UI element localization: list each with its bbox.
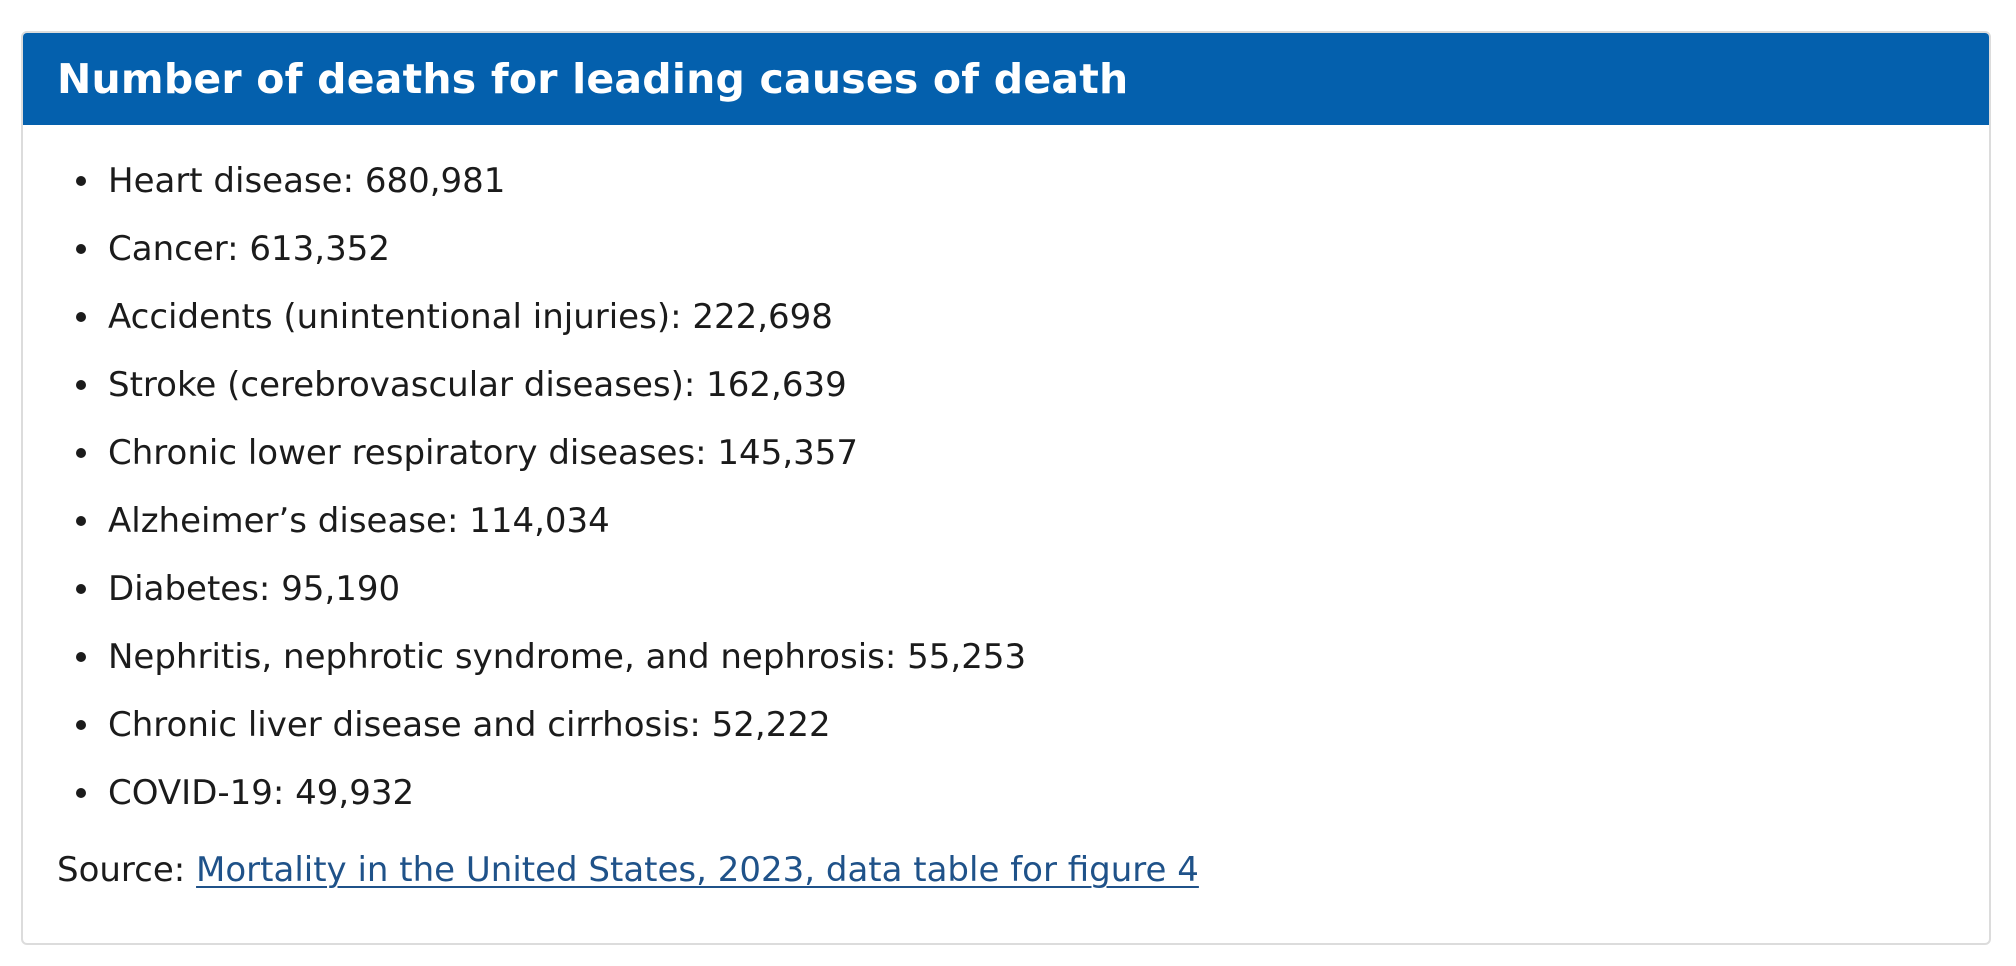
bullet-icon: [76, 176, 86, 186]
causes-list: Heart disease: 680,981 Cancer: 613,352 A…: [57, 147, 1989, 827]
list-item-text: Stroke (cerebrovascular diseases): 162,6…: [108, 365, 847, 405]
bullet-icon: [76, 652, 86, 662]
card-title: Number of deaths for leading causes of d…: [57, 55, 1129, 103]
list-item: Chronic liver disease and cirrhosis: 52,…: [57, 691, 1989, 759]
card-header: Number of deaths for leading causes of d…: [23, 33, 1989, 125]
list-item-text: Chronic liver disease and cirrhosis: 52,…: [108, 705, 831, 745]
list-item-text: Heart disease: 680,981: [108, 161, 506, 201]
leading-causes-card: Number of deaths for leading causes of d…: [21, 31, 1991, 945]
source-line: Source: Mortality in the United States, …: [57, 845, 1989, 895]
source-link[interactable]: Mortality in the United States, 2023, da…: [196, 850, 1199, 890]
list-item: Nephritis, nephrotic syndrome, and nephr…: [57, 623, 1989, 691]
list-item-text: Cancer: 613,352: [108, 229, 390, 269]
list-item: Stroke (cerebrovascular diseases): 162,6…: [57, 351, 1989, 419]
list-item: Heart disease: 680,981: [57, 147, 1989, 215]
bullet-icon: [76, 788, 86, 798]
card-body: Heart disease: 680,981 Cancer: 613,352 A…: [23, 125, 1989, 895]
list-item: Accidents (unintentional injuries): 222,…: [57, 283, 1989, 351]
list-item: Diabetes: 95,190: [57, 555, 1989, 623]
list-item-text: Alzheimer’s disease: 114,034: [108, 501, 610, 541]
list-item-text: Accidents (unintentional injuries): 222,…: [108, 297, 833, 337]
bullet-icon: [76, 516, 86, 526]
list-item: Cancer: 613,352: [57, 215, 1989, 283]
bullet-icon: [76, 380, 86, 390]
bullet-icon: [76, 720, 86, 730]
list-item-text: Diabetes: 95,190: [108, 569, 401, 609]
bullet-icon: [76, 448, 86, 458]
list-item-text: Chronic lower respiratory diseases: 145,…: [108, 433, 859, 473]
list-item: Alzheimer’s disease: 114,034: [57, 487, 1989, 555]
list-item-text: COVID-19: 49,932: [108, 773, 415, 813]
list-item: COVID-19: 49,932: [57, 759, 1989, 827]
list-item-text: Nephritis, nephrotic syndrome, and nephr…: [108, 637, 1027, 677]
bullet-icon: [76, 312, 86, 322]
bullet-icon: [76, 584, 86, 594]
source-label: Source:: [57, 850, 186, 890]
list-item: Chronic lower respiratory diseases: 145,…: [57, 419, 1989, 487]
bullet-icon: [76, 244, 86, 254]
